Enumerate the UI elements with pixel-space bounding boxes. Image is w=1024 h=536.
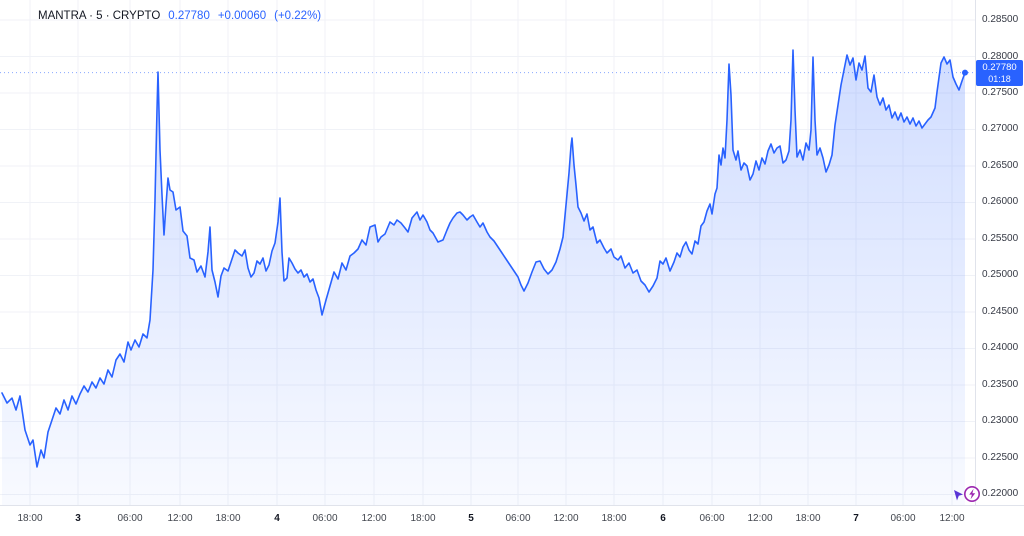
time-axis-day-label: 7 — [853, 513, 859, 524]
time-axis-label: 18:00 — [601, 513, 627, 524]
time-axis-label: 12:00 — [167, 513, 193, 524]
price-area-chart[interactable] — [0, 0, 975, 505]
last-price-dot — [962, 69, 968, 76]
price-axis-label: 0.26500 — [982, 160, 1019, 171]
symbol-title[interactable]: MANTRA · 5 · CRYPTO — [38, 10, 161, 22]
time-axis-label: 06:00 — [505, 513, 531, 524]
legend-last-price: 0.27780 — [168, 10, 210, 22]
time-axis-label: 12:00 — [361, 513, 387, 524]
chart-plot-area[interactable] — [0, 0, 975, 505]
price-axis-label: 0.24000 — [982, 342, 1019, 353]
price-axis-label: 0.24500 — [982, 306, 1019, 317]
price-axis-label: 0.23000 — [982, 415, 1019, 426]
time-axis-label: 18:00 — [215, 513, 241, 524]
price-axis-label: 0.25000 — [982, 269, 1019, 280]
time-axis-label: 06:00 — [890, 513, 916, 524]
time-axis-day-label: 5 — [468, 513, 474, 524]
bar-close-countdown: 01:18 — [988, 73, 1011, 84]
cursor-arrow-icon — [954, 490, 963, 501]
price-axis-label: 0.28500 — [982, 14, 1019, 25]
time-axis-label: 18:00 — [17, 513, 43, 524]
current-price-value: 0.27780 — [982, 61, 1017, 73]
time-axis-label: 12:00 — [939, 513, 965, 524]
time-axis-day-label: 4 — [274, 513, 280, 524]
price-axis-label: 0.27000 — [982, 123, 1019, 134]
legend-change-value: +0.00060 — [217, 10, 267, 22]
price-axis-label: 0.22000 — [982, 488, 1019, 499]
area-fill — [2, 50, 965, 505]
time-axis-label: 06:00 — [312, 513, 338, 524]
time-axis-label: 12:00 — [553, 513, 579, 524]
current-price-label: 0.27780 01:18 — [976, 60, 1023, 86]
price-axis-label: 0.28000 — [982, 51, 1019, 62]
time-axis-label: 06:00 — [117, 513, 143, 524]
price-axis-label: 0.25500 — [982, 233, 1019, 244]
price-axis-label: 0.23500 — [982, 379, 1019, 390]
price-axis-label: 0.27500 — [982, 87, 1019, 98]
time-axis-label: 18:00 — [795, 513, 821, 524]
time-axis[interactable]: 18:00 3 06:00 12:00 18:00 4 06:00 12:00 18:00 5 06… — [0, 505, 1024, 536]
price-line-series — [1, 49, 966, 468]
time-axis-day-label: 3 — [75, 513, 81, 524]
instant-trading-lightning-icon[interactable] — [952, 483, 984, 507]
price-axis-label: 0.22500 — [982, 452, 1019, 463]
chart-legend: MANTRA · 5 · CRYPTO 0.27780 +0.00060 (+0… — [38, 9, 321, 23]
price-axis-label: 0.26000 — [982, 196, 1019, 207]
time-axis-label: 18:00 — [410, 513, 436, 524]
time-axis-label: 12:00 — [747, 513, 773, 524]
lightning-bolt-icon — [969, 488, 976, 500]
time-axis-label: 06:00 — [699, 513, 725, 524]
legend-change-percent: (+0.22%) — [274, 10, 322, 22]
time-axis-day-label: 6 — [660, 513, 666, 524]
